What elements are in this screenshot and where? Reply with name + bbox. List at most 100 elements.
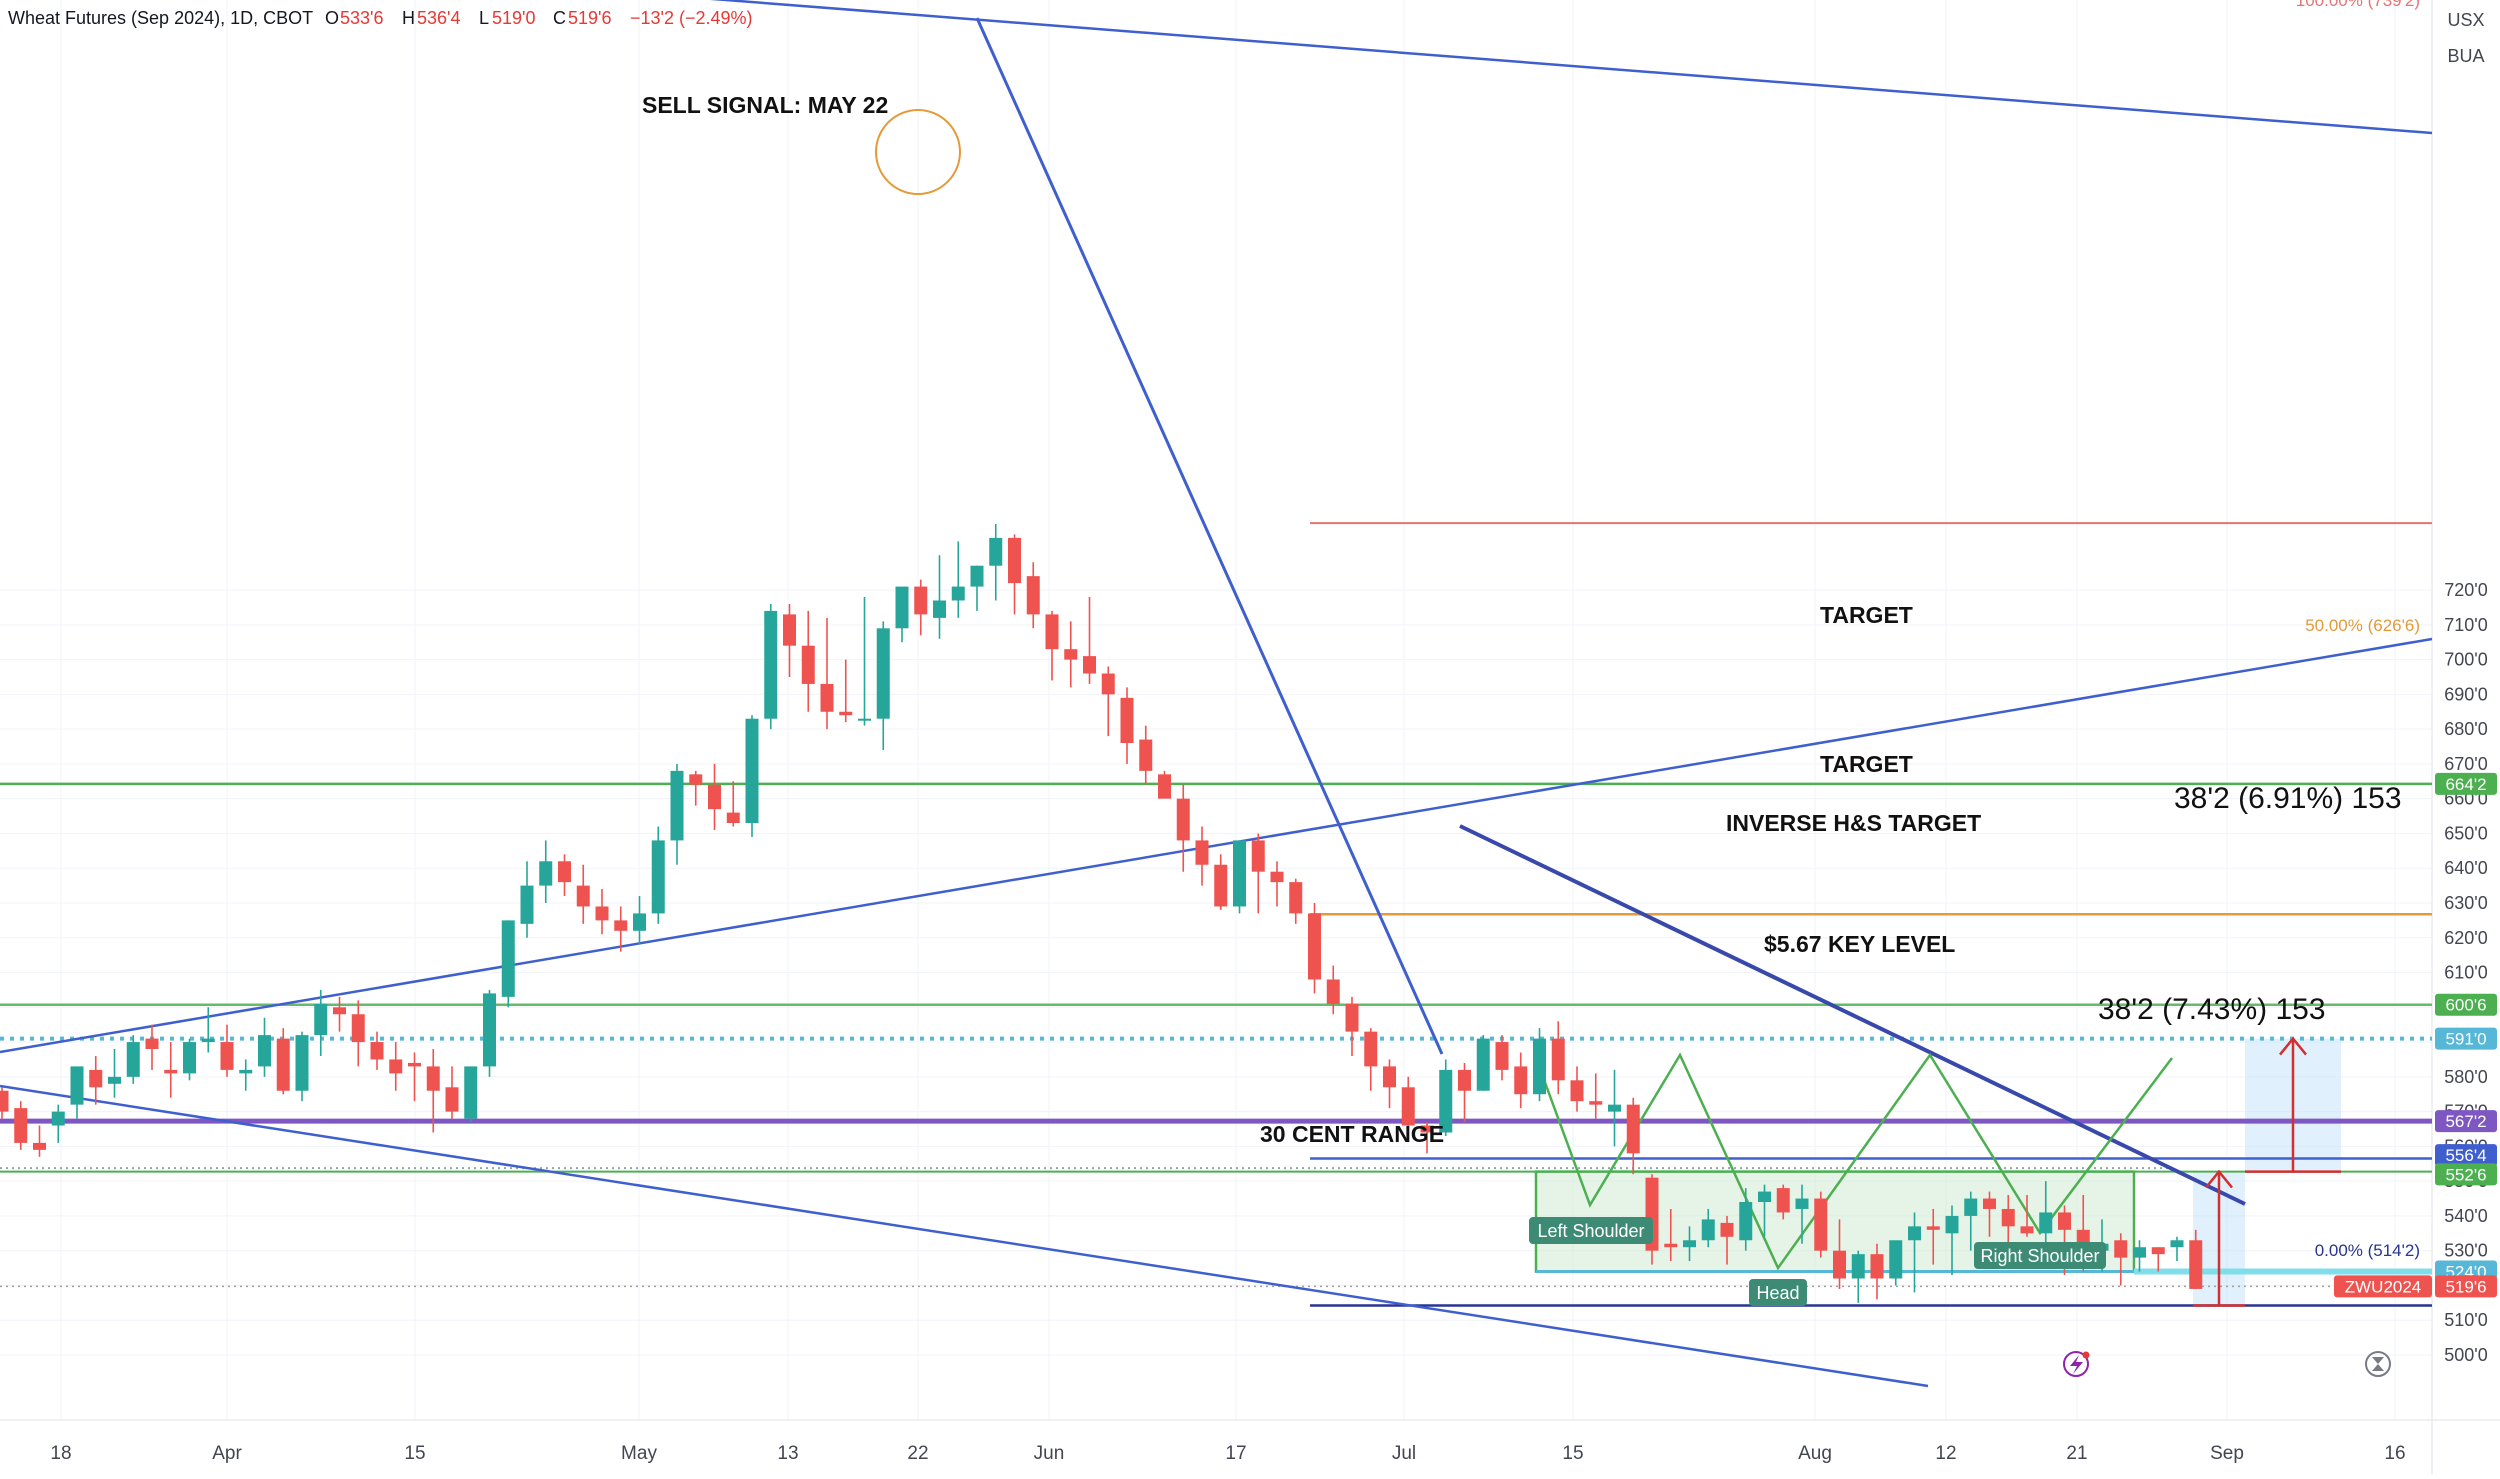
candle — [1664, 1208, 1678, 1262]
rising-trendline[interactable] — [0, 637, 2433, 1054]
candle-body — [801, 645, 815, 684]
sell-signal-circle[interactable] — [875, 109, 961, 195]
candle — [483, 989, 496, 1077]
candle — [1176, 784, 1190, 872]
candle-body — [1908, 1226, 1921, 1241]
price-tag-556: 556'4 — [2435, 1144, 2497, 1167]
left-shoulder-label[interactable]: Left Shoulder — [1529, 1217, 1653, 1244]
candle — [258, 1017, 271, 1077]
candle-body — [1308, 913, 1321, 980]
head-label[interactable]: Head — [1749, 1279, 1807, 1306]
candle — [295, 1031, 309, 1102]
candle — [1758, 1184, 1771, 1237]
candle-body — [820, 683, 834, 712]
candle — [1251, 833, 1265, 914]
candle — [1045, 610, 1059, 681]
candle-body — [1120, 697, 1134, 744]
candle — [1120, 687, 1134, 764]
svg-text:Sep: Sep — [2210, 1443, 2244, 1464]
candle — [933, 555, 946, 639]
candle-body — [951, 586, 965, 601]
price-tag-600: 600'6 — [2435, 993, 2497, 1016]
candle — [1589, 1073, 1603, 1119]
candle-body — [2151, 1247, 2165, 1255]
price-axis-tick: 650'0 — [2444, 823, 2487, 843]
candle — [1064, 621, 1078, 688]
candle — [1420, 1122, 1434, 1154]
candle-body — [1720, 1222, 1734, 1237]
svg-text:Apr: Apr — [212, 1443, 242, 1464]
chart-title: Wheat Futures (Sep 2024), 1D, CBOT — [8, 8, 313, 28]
price-tag-664: 664'2 — [2435, 772, 2497, 795]
candle — [708, 763, 721, 830]
candlesticks[interactable] — [0, 523, 2203, 1303]
candle-body — [145, 1038, 159, 1050]
price-axis-tick: 530'0 — [2444, 1241, 2487, 1261]
candle — [1833, 1219, 1846, 1289]
candle-body — [1383, 1066, 1396, 1088]
candle-body — [33, 1142, 46, 1150]
candle-body — [201, 1038, 215, 1043]
candle — [1083, 597, 1096, 684]
candle-body — [858, 718, 871, 721]
candle-body — [1214, 864, 1228, 907]
candle-body — [1420, 1125, 1434, 1133]
candle — [351, 1000, 365, 1067]
svg-text:15: 15 — [1562, 1443, 1583, 1464]
candle — [1570, 1066, 1584, 1112]
candle — [914, 579, 928, 636]
candle-body — [14, 1108, 28, 1143]
candle-body — [314, 1003, 328, 1036]
descending-neckline[interactable] — [1459, 824, 2246, 1206]
candle — [1533, 1028, 1546, 1102]
candle — [614, 906, 628, 952]
candle — [0, 1087, 9, 1119]
candle-body — [1083, 656, 1096, 674]
candle — [126, 1035, 140, 1084]
svg-text:664'2: 664'2 — [2445, 775, 2486, 794]
candle — [2133, 1240, 2146, 1272]
right-shoulder-label[interactable]: Right Shoulder — [1974, 1242, 2106, 1269]
candle-body — [220, 1042, 234, 1070]
candle-body — [483, 993, 496, 1067]
candle — [1795, 1184, 1809, 1244]
unit-label[interactable]: BUA — [2447, 46, 2484, 66]
candle — [1476, 1035, 1490, 1091]
candle-body — [970, 565, 984, 587]
candle — [1101, 666, 1115, 737]
price-axis-tick: 580'0 — [2444, 1067, 2487, 1087]
candle-body — [1195, 840, 1209, 865]
flash-icon[interactable] — [2063, 1351, 2090, 1377]
candle — [820, 617, 834, 730]
price-axis-tick: 710'0 — [2444, 615, 2487, 635]
measure-arrows[interactable] — [2193, 1036, 2341, 1307]
candle — [1851, 1250, 1865, 1303]
steep-downtrend-line[interactable] — [975, 17, 1444, 1055]
channel-lower-trendline[interactable] — [0, 1084, 1929, 1388]
candle-body — [1345, 1003, 1359, 1032]
svg-text:13: 13 — [777, 1443, 798, 1464]
candle-body — [1289, 882, 1303, 914]
hourglass-icon[interactable] — [2365, 1351, 2391, 1377]
candle-body — [351, 1014, 365, 1043]
candle-body — [2170, 1240, 2184, 1248]
svg-text:C: C — [553, 8, 566, 28]
candle-body — [70, 1066, 84, 1105]
price-tag-591: 591'0 — [2435, 1027, 2497, 1050]
candle-body — [1458, 1069, 1471, 1091]
candle — [876, 621, 890, 751]
candle-body — [183, 1042, 196, 1074]
candle — [464, 1066, 478, 1123]
candle-body — [1870, 1254, 1884, 1279]
channel-upper-trendline[interactable] — [700, 0, 2433, 135]
candle-body — [614, 920, 628, 931]
candle-body — [1045, 614, 1059, 650]
candle — [276, 1028, 290, 1095]
candle — [1289, 878, 1303, 924]
candle-body — [1364, 1031, 1378, 1067]
candle — [1720, 1215, 1734, 1265]
currency-label[interactable]: USX — [2447, 10, 2484, 30]
svg-text:15: 15 — [404, 1443, 425, 1464]
last-price-tag: 519'6 — [2435, 1275, 2497, 1298]
